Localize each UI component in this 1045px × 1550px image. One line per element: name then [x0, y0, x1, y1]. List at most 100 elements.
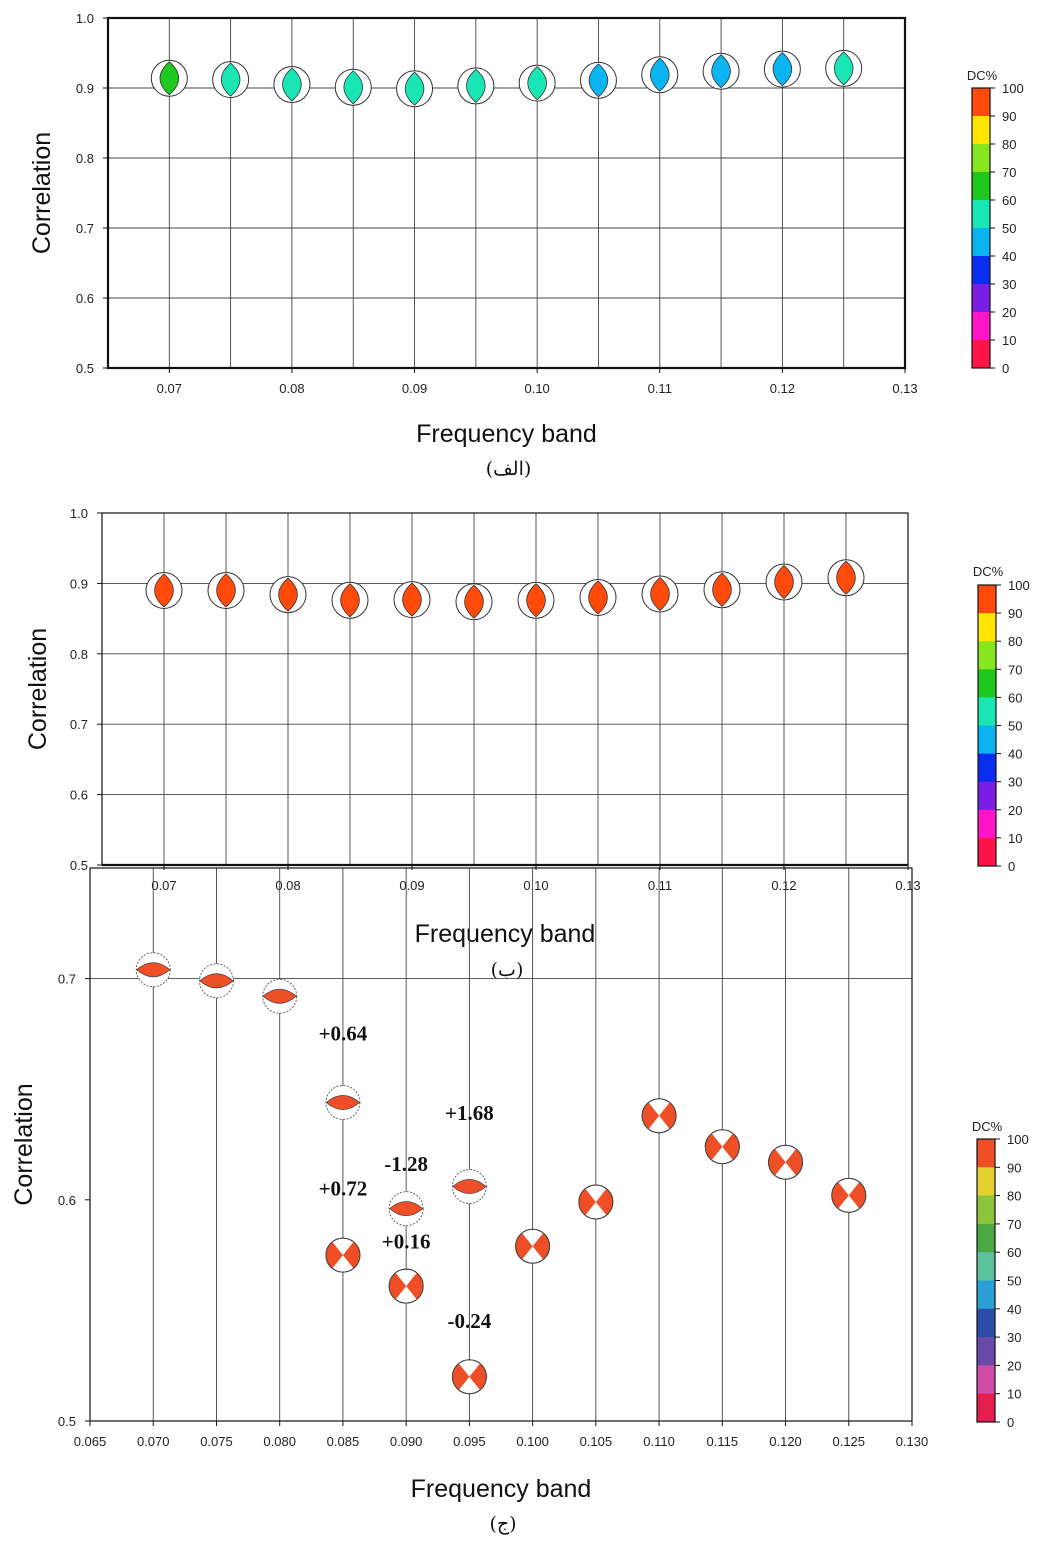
colorbar-tick-label: 0	[1002, 361, 1009, 376]
beachball-marker	[765, 563, 803, 601]
x-tick-label: 0.13	[895, 878, 920, 893]
beachball-marker	[325, 1085, 361, 1120]
colorbar-band	[972, 340, 990, 369]
x-tick-label: 0.090	[390, 1434, 423, 1449]
beachball-lobe	[262, 988, 297, 1004]
beachball-marker	[455, 583, 493, 621]
x-tick-label: 0.08	[279, 381, 304, 396]
colorbar-tick-label: 0	[1007, 1415, 1014, 1430]
colorbar-tick-label: 90	[1008, 606, 1022, 621]
colorbar-tick-label: 40	[1002, 249, 1016, 264]
beachball-left-wedge	[515, 1232, 533, 1260]
y-tick-label: 0.6	[76, 291, 94, 306]
beachball-marker	[388, 1268, 424, 1304]
x-tick-label: 0.110	[643, 1434, 675, 1449]
colorbar-band	[972, 228, 990, 257]
colorbar-band	[972, 256, 990, 285]
colorbar-band	[978, 809, 996, 839]
beachball-lobe	[836, 560, 856, 595]
beachball-lobe	[216, 573, 236, 608]
colorbar-tick-label: 90	[1007, 1160, 1021, 1175]
beachball-lobe	[402, 582, 422, 617]
beachball-left-wedge	[642, 1102, 660, 1130]
x-tick-label: 0.08	[275, 878, 300, 893]
colorbar-tick-label: 40	[1007, 1302, 1021, 1317]
beachball-marker	[763, 50, 801, 88]
beachball-lobe	[159, 61, 180, 96]
beachball-marker	[135, 952, 171, 988]
x-tick-label: 0.125	[832, 1434, 865, 1449]
annotation-label: +0.64	[319, 1022, 368, 1046]
y-tick-label: 0.5	[70, 858, 88, 873]
x-tick-label: 0.105	[580, 1434, 613, 1449]
colorbar-band	[977, 1252, 995, 1281]
beachball-lobe	[527, 66, 547, 101]
annotation-label: +0.16	[382, 1229, 431, 1253]
y-axis-label: Correlation	[24, 628, 52, 750]
beachball-marker	[451, 1359, 487, 1395]
colorbar-band	[972, 172, 990, 201]
beachball-lobe	[220, 62, 241, 97]
y-tick-label: 1.0	[76, 11, 94, 26]
beachball-right-wedge	[659, 1102, 676, 1130]
beachball-lobe	[325, 1094, 361, 1110]
y-tick-label: 0.5	[58, 1414, 76, 1429]
annotation-label: +1.68	[445, 1101, 494, 1125]
beachball-lobe	[833, 51, 854, 86]
beachball-lobe	[588, 63, 609, 98]
colorbar-tick-label: 0	[1008, 859, 1015, 874]
beachball-marker	[827, 559, 865, 597]
x-tick-label: 0.080	[263, 1434, 296, 1449]
colorbar-tick-label: 20	[1002, 305, 1016, 320]
y-tick-label: 0.9	[70, 576, 88, 591]
beachball-lobe	[650, 576, 670, 612]
beachball-left-wedge	[578, 1188, 596, 1216]
x-tick-label: 0.10	[524, 381, 549, 396]
colorbar-title: DC%	[972, 1119, 1003, 1134]
beachball-left-wedge	[326, 1241, 343, 1269]
beachball-lobe	[466, 68, 486, 103]
beachball-marker	[641, 1098, 677, 1134]
colorbar-tick-label: 90	[1002, 109, 1016, 124]
plot-frame	[89, 867, 913, 1422]
y-tick-label: 1.0	[70, 506, 88, 521]
colorbar-tick-label: 30	[1008, 775, 1022, 790]
annotation-label: -1.28	[384, 1152, 428, 1176]
beachball-ring	[641, 1098, 677, 1134]
beachball-marker	[641, 56, 679, 94]
beachball-left-wedge	[389, 1272, 407, 1300]
beachball-marker	[518, 64, 556, 102]
chart-panel-3: 0.50.60.70.065 0.070 0.075 0.080 0.085 0.090 0…	[10, 867, 1029, 1535]
annotation-label: +0.72	[319, 1176, 368, 1200]
y-axis-label: Correlation	[10, 1083, 38, 1205]
beachball-marker	[825, 49, 863, 87]
colorbar-tick-label: 50	[1008, 719, 1022, 734]
colorbar-tick-label: 10	[1002, 333, 1016, 348]
x-tick-label: 0.115	[707, 1434, 739, 1449]
y-tick-label: 0.7	[58, 972, 76, 987]
x-tick-label: 0.100	[516, 1434, 549, 1449]
colorbar-tick-label: 60	[1007, 1245, 1021, 1260]
colorbar-band	[977, 1139, 995, 1168]
colorbar-band	[972, 312, 990, 341]
beachball-ring	[388, 1268, 424, 1304]
beachball-lobe	[282, 67, 302, 102]
beachball-marker	[269, 576, 307, 614]
beachball-left-wedge	[705, 1133, 723, 1160]
colorbar-band	[972, 200, 990, 229]
beachball-lobe	[404, 71, 425, 106]
x-axis-label: Frequency band	[411, 1475, 592, 1503]
y-tick-label: 0.6	[70, 788, 88, 803]
colorbar-tick-label: 70	[1008, 662, 1022, 677]
colorbar-band	[978, 641, 996, 670]
beachball-lobe	[452, 1179, 487, 1195]
beachball-marker	[388, 1191, 424, 1227]
x-axis-label: Frequency band	[415, 920, 596, 948]
x-tick-label: 0.12	[771, 878, 796, 893]
x-tick-label: 0.095	[453, 1434, 486, 1449]
y-tick-label: 0.9	[76, 81, 94, 96]
y-tick-label: 0.6	[58, 1193, 76, 1208]
